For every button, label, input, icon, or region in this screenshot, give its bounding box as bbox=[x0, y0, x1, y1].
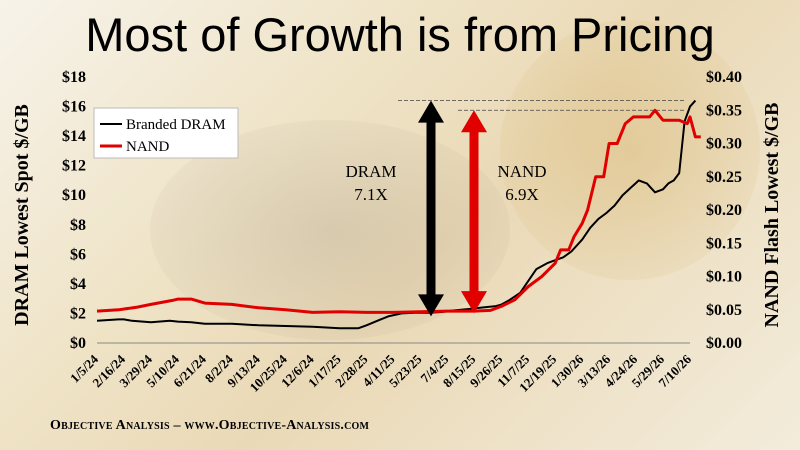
y-right-tick-label: $0.25 bbox=[706, 169, 742, 186]
nand-growth-arrow-head-top bbox=[461, 110, 487, 133]
footer-credit: Objective Analysis – www.Objective-Analy… bbox=[50, 418, 370, 433]
y-right-tick-label: $0.05 bbox=[706, 302, 742, 319]
y-left-tick-label: $14 bbox=[62, 128, 86, 145]
nand-annotation-value: 6.9X bbox=[505, 185, 539, 204]
y-left-tick-label: $16 bbox=[62, 99, 86, 116]
y-left-tick-label: $4 bbox=[70, 276, 86, 293]
y-left-tick-label: $8 bbox=[70, 217, 86, 234]
y-right-tick-label: $0.20 bbox=[706, 202, 742, 219]
y-left-tick-label: $12 bbox=[62, 158, 86, 175]
y-left-axis-label: DRAM Lowest Spot $/GB bbox=[11, 104, 33, 326]
legend-label: Branded DRAM bbox=[126, 117, 226, 133]
y-right-tick-label: $0.10 bbox=[706, 269, 742, 286]
nand-annotation-label: NAND bbox=[497, 162, 546, 181]
background-blob bbox=[500, 20, 760, 280]
y-right-tick-label: $0.30 bbox=[706, 136, 742, 153]
dram-growth-arrow-head-top bbox=[418, 100, 444, 123]
dram-growth-arrow-head-bottom bbox=[418, 294, 444, 317]
y-left-tick-label: $0 bbox=[70, 335, 86, 352]
y-right-tick-label: $0.15 bbox=[706, 235, 742, 252]
dram-series-line bbox=[96, 99, 697, 330]
y-right-tick-label: $0.40 bbox=[706, 69, 742, 86]
legend-label: NAND bbox=[126, 139, 169, 155]
nand-series-line bbox=[96, 108, 701, 314]
y-right-axis-label: NAND Flash Lowest $/GB bbox=[761, 102, 783, 327]
page-title: Most of Growth is from Pricing bbox=[85, 8, 715, 61]
y-right-tick-label: $0.35 bbox=[706, 102, 742, 119]
y-right-tick-label: $0.00 bbox=[706, 335, 742, 352]
y-left-tick-label: $18 bbox=[62, 69, 86, 86]
nand-growth-arrow-head-bottom bbox=[461, 291, 487, 314]
dram-annotation-label: DRAM bbox=[345, 162, 396, 181]
legend-box bbox=[93, 107, 239, 159]
y-left-tick-label: $2 bbox=[70, 305, 86, 322]
y-left-tick-label: $10 bbox=[62, 187, 86, 204]
dram-annotation-value: 7.1X bbox=[354, 185, 388, 204]
y-left-tick-label: $6 bbox=[70, 246, 86, 263]
